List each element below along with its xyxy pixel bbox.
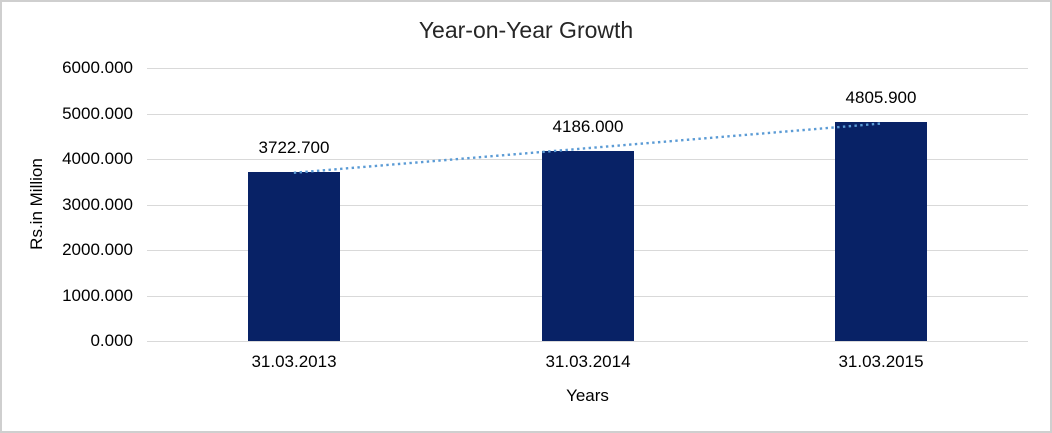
chart-title: Year-on-Year Growth — [418, 17, 634, 43]
bar — [542, 151, 634, 341]
y-axis-title: Rs.in Million — [27, 158, 46, 250]
y-tick-label: 5000.000 — [62, 104, 133, 123]
plot-area — [147, 68, 1028, 342]
y-tick-label: 3000.000 — [62, 195, 133, 214]
y-tick-label: 6000.000 — [62, 58, 133, 77]
x-axis-title: Years — [566, 386, 609, 405]
data-label: 3722.700 — [258, 138, 330, 157]
y-tick-label: 1000.000 — [62, 286, 133, 305]
data-label: 4805.900 — [845, 88, 917, 107]
x-tick-label: 31.03.2014 — [545, 352, 631, 371]
gridline — [147, 68, 1028, 69]
y-tick-label: 0.000 — [90, 331, 133, 350]
y-tick-label: 4000.000 — [62, 149, 133, 168]
x-tick-label: 31.03.2013 — [251, 352, 337, 371]
data-label: 4186.000 — [552, 117, 624, 136]
gridline — [147, 341, 1028, 342]
gridline — [147, 114, 1028, 115]
bar — [835, 122, 927, 341]
bar — [248, 172, 340, 341]
y-tick-label: 2000.000 — [62, 240, 133, 259]
x-tick-label: 31.03.2015 — [838, 352, 924, 371]
trendline — [293, 122, 882, 175]
